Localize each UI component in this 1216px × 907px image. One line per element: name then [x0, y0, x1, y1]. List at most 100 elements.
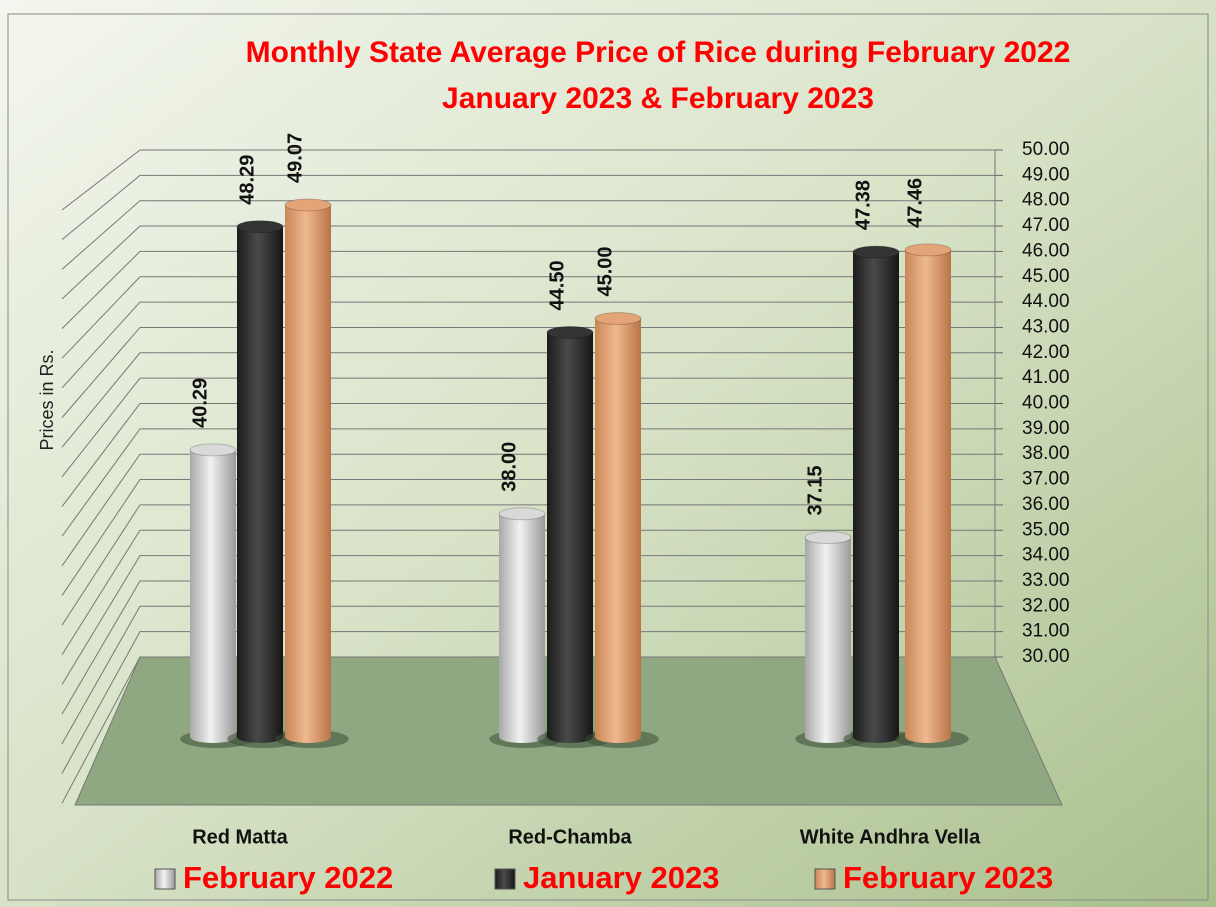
grid-line — [61, 301, 995, 389]
bar-bottom — [285, 731, 331, 743]
bar — [546, 325, 594, 743]
border — [7, 13, 1209, 901]
y-tick-label: 35.00 — [1022, 519, 1070, 540]
grid-line — [61, 225, 995, 300]
value-label: 38.00 — [498, 442, 520, 492]
y-tick-label: 50.00 — [1022, 139, 1070, 160]
y-tick-label: 37.00 — [1022, 469, 1070, 490]
grid-line — [61, 453, 995, 567]
bar-bottom — [595, 731, 641, 743]
grid-line — [61, 403, 995, 507]
x-tick-label: White Andhra Vella — [800, 826, 981, 848]
value-label: 49.07 — [284, 133, 306, 183]
bar-top — [594, 312, 642, 325]
bar-bottom — [805, 731, 851, 743]
bar-body — [499, 513, 545, 737]
grid-line — [61, 631, 995, 774]
bar — [852, 245, 900, 743]
bar-top — [236, 220, 284, 234]
y-tick-label: 39.00 — [1022, 418, 1070, 439]
grid-line — [61, 377, 995, 478]
bar — [904, 243, 952, 743]
bar-top — [498, 507, 546, 521]
chart-title: Monthly State Average Price of Rice duri… — [246, 36, 1071, 69]
legend-label: February 2023 — [843, 860, 1053, 895]
legend-swatch — [814, 868, 836, 890]
grid-line — [61, 200, 995, 270]
legend-swatch — [154, 868, 176, 890]
bar — [594, 312, 642, 743]
bar-top — [189, 443, 237, 457]
y-tick-label: 43.00 — [1022, 316, 1070, 337]
grid-line — [61, 479, 995, 596]
y-tick-label: 41.00 — [1022, 367, 1070, 388]
grid-line — [61, 555, 995, 685]
bar — [804, 531, 852, 743]
y-tick-label: 33.00 — [1022, 570, 1070, 591]
bar-top — [852, 245, 900, 259]
y-tick-label: 47.00 — [1022, 215, 1070, 236]
y-tick-label: 49.00 — [1022, 164, 1070, 185]
value-label: 48.29 — [236, 155, 258, 205]
value-label: 37.15 — [804, 465, 826, 515]
value-label: 47.46 — [904, 178, 926, 228]
grid-line — [61, 174, 995, 241]
grid-line — [61, 149, 995, 211]
bar-body — [190, 449, 236, 737]
bar-top — [904, 243, 952, 257]
y-tick-label: 38.00 — [1022, 443, 1070, 464]
x-tick-label: Red-Chamba — [508, 826, 632, 848]
bar-body — [595, 318, 641, 737]
bar-bottom — [237, 731, 283, 743]
grid-line — [61, 250, 995, 329]
grid-line — [61, 504, 995, 626]
bar-body — [285, 204, 331, 737]
y-tick-label: 45.00 — [1022, 266, 1070, 287]
y-tick-label: 30.00 — [1022, 646, 1070, 667]
bar-body — [805, 537, 851, 737]
y-tick-label: 31.00 — [1022, 621, 1070, 642]
bar-top — [546, 325, 594, 339]
bar-body — [237, 226, 283, 738]
y-tick-label: 48.00 — [1022, 190, 1070, 211]
legend-label: February 2022 — [183, 860, 393, 895]
grid-line — [61, 656, 995, 804]
bar-body — [853, 252, 899, 737]
bar-top — [284, 198, 332, 212]
bar — [498, 507, 546, 743]
chart-subtitle: January 2023 & February 2023 — [442, 82, 874, 115]
bar — [189, 443, 237, 743]
legend-label: January 2023 — [523, 860, 719, 895]
bar-bottom — [853, 731, 899, 743]
y-tick-label: 40.00 — [1022, 393, 1070, 414]
legend-swatch — [494, 868, 516, 890]
bar-body — [905, 249, 951, 737]
bar-bottom — [905, 731, 951, 743]
bar-top — [804, 531, 852, 545]
y-tick-label: 44.00 — [1022, 291, 1070, 312]
bar — [284, 198, 332, 743]
bar-bottom — [190, 731, 236, 743]
y-tick-label: 42.00 — [1022, 342, 1070, 363]
grid-line — [61, 276, 995, 359]
value-label: 44.50 — [546, 260, 568, 310]
grid-line — [61, 352, 995, 448]
value-label: 45.00 — [594, 246, 616, 296]
bar — [236, 220, 284, 743]
grid-line — [61, 326, 995, 418]
value-label: 47.38 — [852, 180, 874, 230]
grid-line — [61, 428, 995, 537]
bar-bottom — [499, 731, 545, 743]
bar-bottom — [547, 731, 593, 743]
y-tick-label: 34.00 — [1022, 545, 1070, 566]
grid-line — [61, 529, 995, 656]
x-tick-label: Red Matta — [192, 826, 288, 848]
y-tick-label: 32.00 — [1022, 595, 1070, 616]
y-tick-label: 46.00 — [1022, 240, 1070, 261]
y-tick-label: 36.00 — [1022, 494, 1070, 515]
grid-line — [61, 605, 995, 745]
value-label: 40.29 — [189, 378, 211, 428]
y-axis-label: Prices in Rs. — [37, 349, 57, 450]
bar-body — [547, 332, 593, 737]
